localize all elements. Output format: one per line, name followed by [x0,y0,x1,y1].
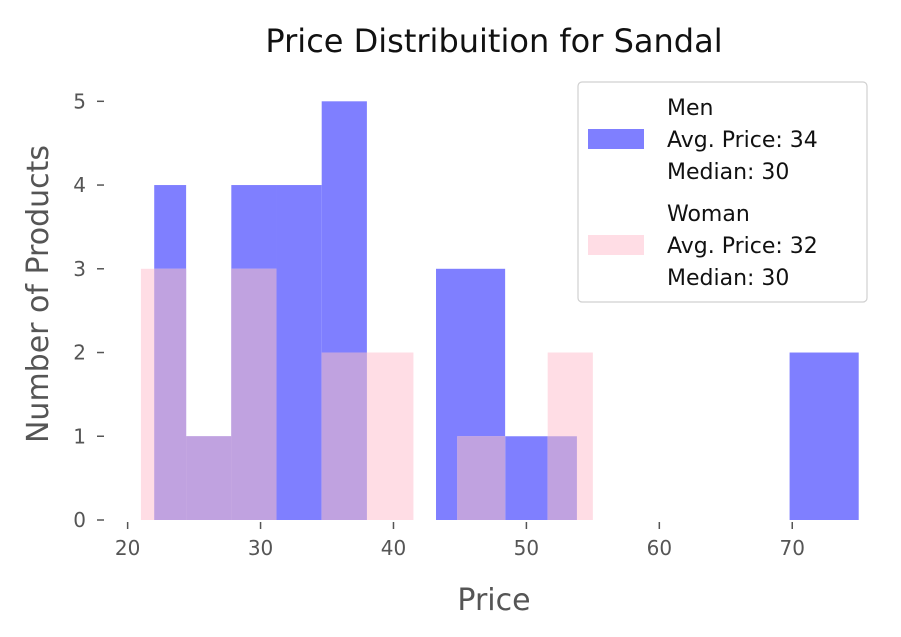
x-tick-label-20: 20 [115,536,140,560]
legend-swatch-woman [588,235,644,255]
x-tick-label-50: 50 [514,536,539,560]
y-tick-label-3: 3 [73,257,86,281]
x-tick-label-40: 40 [381,536,406,560]
bar-overlap-0 [154,268,187,520]
y-tick-label-5: 5 [73,89,86,113]
y-tick-label-4: 4 [73,173,86,197]
chart-title: Price Distribuition for Sandal [265,22,722,60]
y-axis: 0 1 2 3 4 5 [73,89,104,532]
bar-overlap-2 [231,268,277,520]
y-axis-title: Number of Products [21,145,56,443]
x-tick-label-70: 70 [780,536,805,560]
overlap-layer [154,268,577,520]
y-tick-label-2: 2 [73,341,86,365]
bar-men-3 [276,185,322,520]
x-tick-label-30: 30 [248,536,273,560]
bar-men-6 [505,436,548,520]
bar-overlap-3 [321,352,367,520]
bar-overlap-4 [457,436,506,520]
legend-woman-line-2: Median: 30 [667,266,789,291]
bar-overlap-5 [547,436,577,520]
legend-box [577,81,868,303]
legend: Men Avg. Price: 34 Median: 30 Woman Avg. Pri… [577,81,868,303]
x-axis-title: Price [457,583,530,618]
legend-woman-line-1: Avg. Price: 32 [667,234,818,259]
legend-men-line-0: Men [667,96,713,121]
y-tick-label-0: 0 [73,508,86,532]
legend-swatch-men [588,129,644,149]
legend-woman-line-0: Woman [667,202,750,227]
legend-men-line-1: Avg. Price: 34 [667,128,818,153]
bar-overlap-1 [186,436,232,520]
x-axis: 20 30 40 50 60 70 [115,522,805,560]
x-tick-label-60: 60 [647,536,672,560]
bar-woman-4 [366,352,414,520]
bar-men-8 [789,352,859,520]
legend-men-line-2: Median: 30 [667,160,789,185]
y-tick-label-1: 1 [73,424,86,448]
